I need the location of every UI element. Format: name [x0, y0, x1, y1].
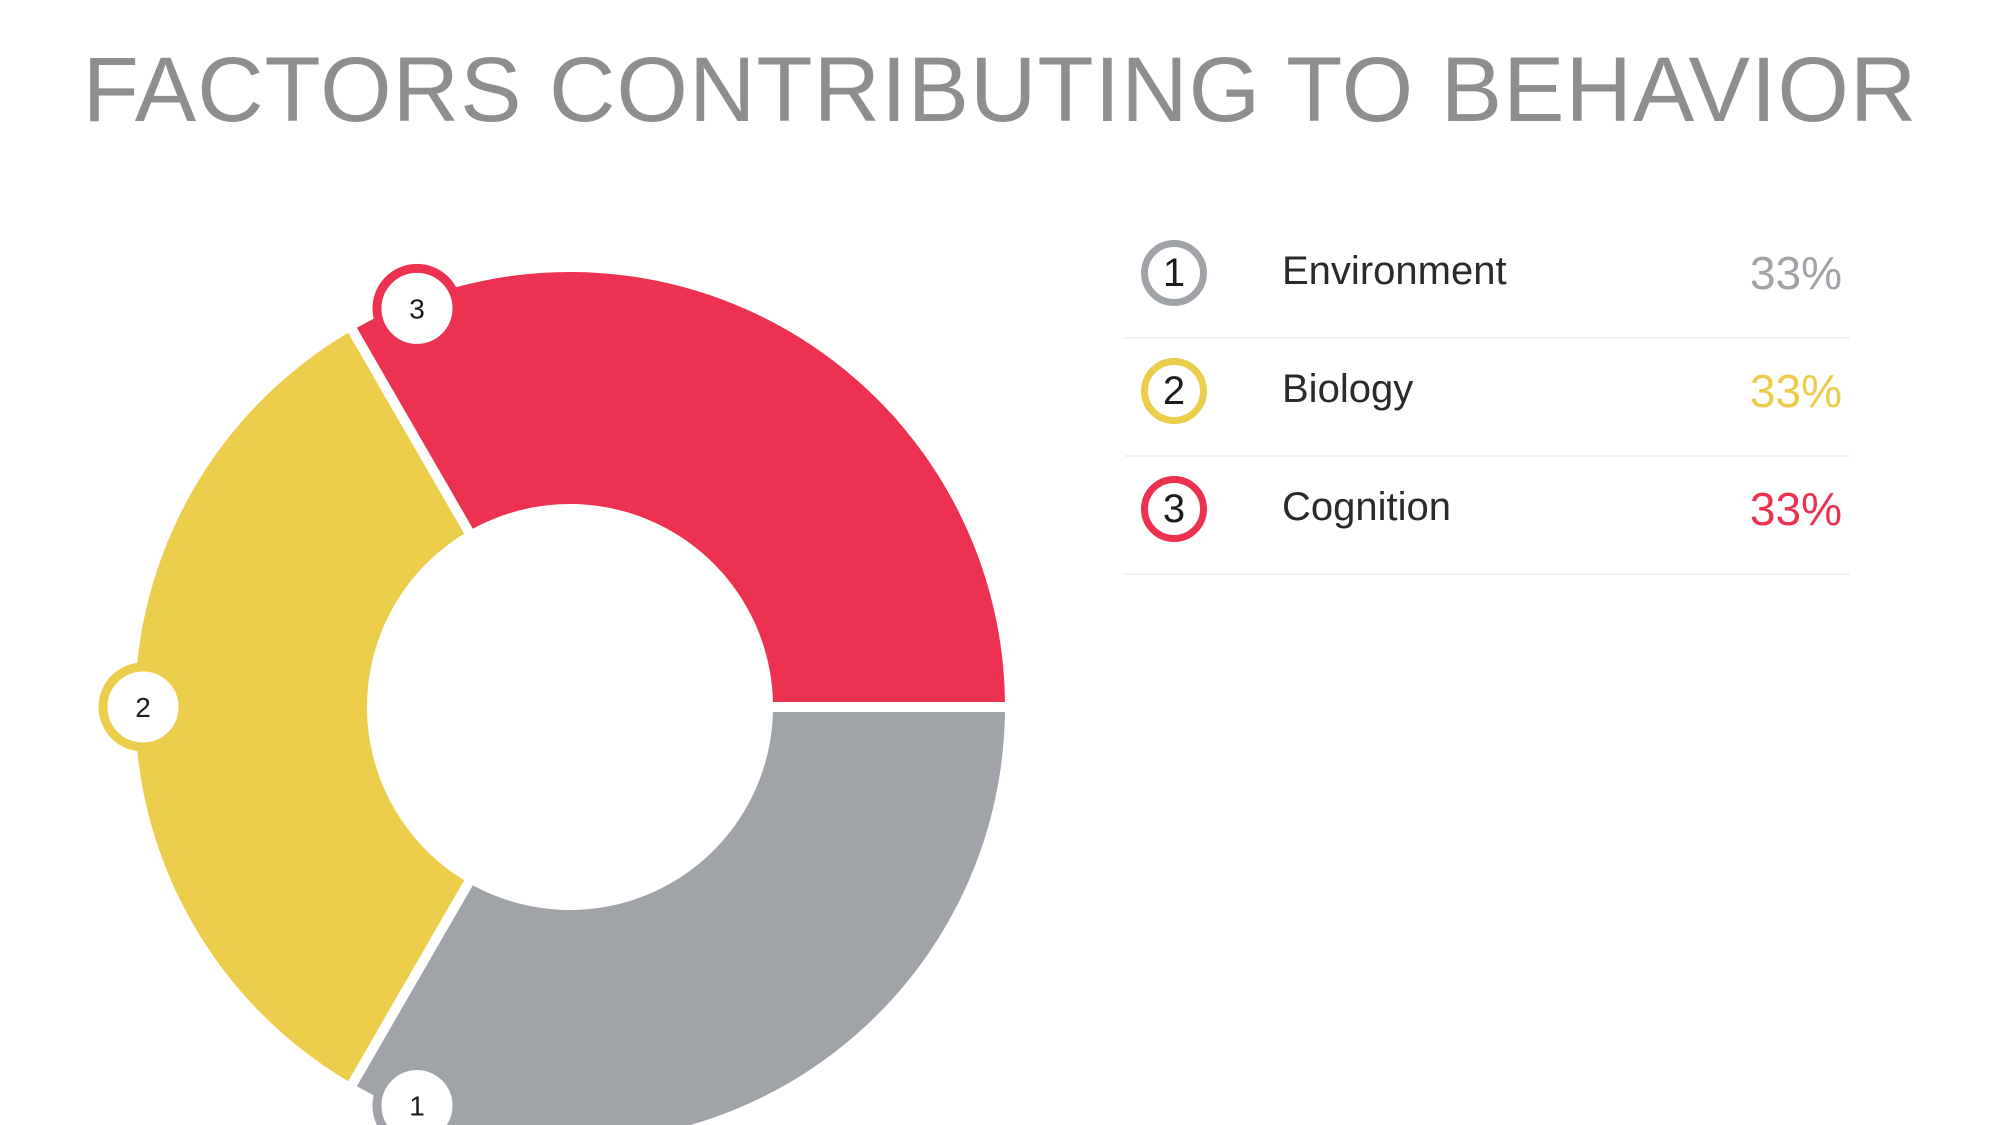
slice-marker-circle [98, 662, 188, 752]
slice-marker-label: 1 [409, 1091, 425, 1122]
legend-value: 33% [1749, 483, 1842, 535]
legend-number-badge: 3 [1141, 476, 1207, 542]
slice-marker-2: 2 [98, 662, 188, 752]
legend-label: Biology [1282, 367, 1414, 411]
slice-marker-1: 1 [372, 1061, 462, 1125]
slice-marker-circle [372, 1061, 462, 1125]
legend-label: Cognition [1282, 485, 1452, 529]
donut-slice-environment [356, 712, 1005, 1125]
chart-title: FACTORS CONTRIBUTING TO BEHAVIOR [82, 39, 1918, 141]
slice-marker-3: 3 [372, 263, 462, 353]
donut-slice-cognition [356, 272, 1005, 703]
legend-row-cognition: 3 Cognition 33% [1125, 457, 1850, 575]
slice-marker-label: 2 [135, 692, 151, 723]
legend-value: 33% [1749, 247, 1842, 299]
legend-value: 33% [1749, 365, 1842, 417]
slice-marker-label: 3 [409, 293, 425, 324]
slice-marker-circle [372, 263, 462, 353]
legend-number-badge: 2 [1141, 358, 1207, 424]
donut-slice-biology [134, 332, 465, 1082]
legend-row-biology: 2 Biology 33% [1125, 339, 1850, 457]
legend-label: Environment [1282, 249, 1507, 293]
legend: 1 Environment 33% 2 Biology 33% 3 Cognition 33% [1125, 221, 1850, 575]
donut-chart: 1 2 3 [98, 263, 1005, 1125]
legend-number-badge: 1 [1141, 240, 1207, 306]
legend-row-environment: 1 Environment 33% [1125, 221, 1850, 339]
